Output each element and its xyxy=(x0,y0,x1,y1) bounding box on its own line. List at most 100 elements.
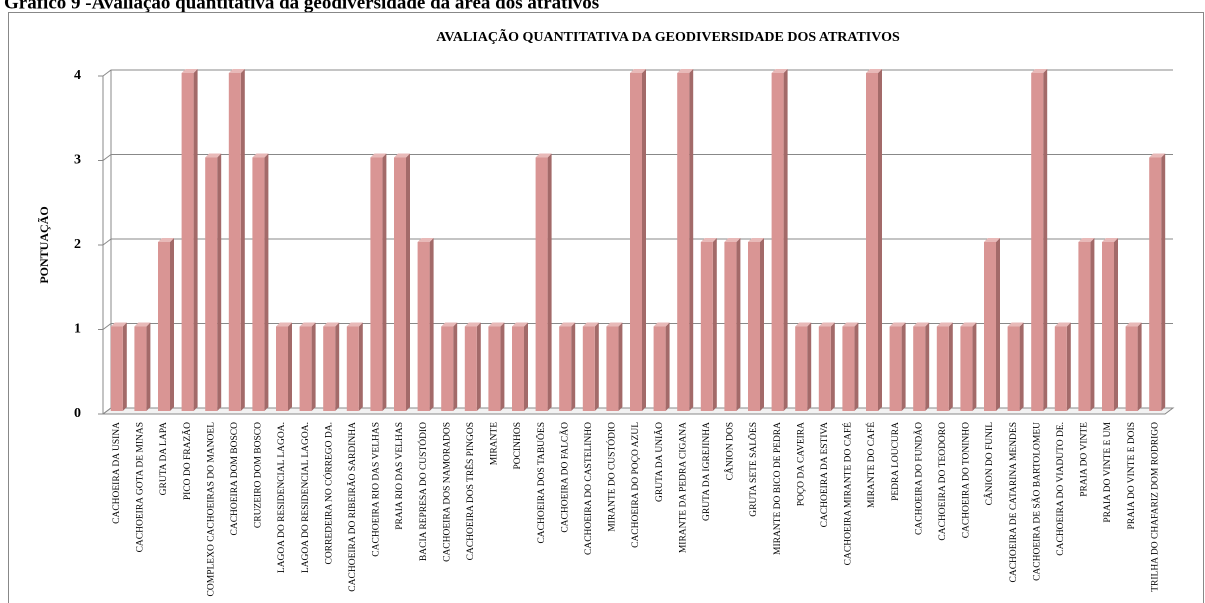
bar-side xyxy=(830,322,835,411)
bar-front xyxy=(889,326,902,411)
bar-front xyxy=(181,73,194,411)
bar-top xyxy=(512,322,528,327)
bar xyxy=(960,322,977,411)
x-tick-label: CACHOEIRA DOS TABUÕES xyxy=(535,422,547,544)
bar-top xyxy=(535,153,552,158)
x-tick-label: MIRANTE DO CUSTÓDIO xyxy=(606,422,618,532)
bar-top xyxy=(252,153,269,158)
x-tick-label: MIRANTE DA PEDRA CIGANA xyxy=(678,422,688,553)
bar-side xyxy=(547,153,552,411)
x-tick-label: COMPLEXO CACHOEIRAS DO MANOEL xyxy=(206,422,216,597)
bar-side xyxy=(972,322,977,411)
bar-side xyxy=(854,322,859,411)
bar-side xyxy=(901,322,906,411)
bar-front xyxy=(1031,73,1044,411)
bar xyxy=(134,322,151,411)
y-axis-label: PONTUAÇÃO xyxy=(37,206,51,283)
bar-top xyxy=(346,322,363,327)
bar xyxy=(158,238,174,411)
bar-front xyxy=(464,326,477,411)
bar-side xyxy=(358,322,363,411)
bar xyxy=(606,322,623,411)
x-tick-label: GRUTA DA LAPA xyxy=(159,422,169,495)
bar-top xyxy=(724,238,741,242)
bar-side xyxy=(453,322,458,411)
x-tick-label: PRAIA DO VINTE E UM xyxy=(1103,421,1113,522)
bar-front xyxy=(582,326,595,411)
x-tick-label: CACHOEIRA DOM BOSCO xyxy=(230,422,240,536)
bar-side xyxy=(524,322,528,411)
bar-top xyxy=(464,322,481,327)
bar-front xyxy=(936,326,949,411)
y-tick-label: 2 xyxy=(74,237,81,252)
bar-side xyxy=(382,153,387,411)
x-tick-label: GRUTA SETE SALÕES xyxy=(747,422,759,517)
x-tick-label: PRAIA RIO DAS VELHAS xyxy=(395,422,405,530)
bar xyxy=(771,69,788,411)
bar-top xyxy=(181,69,198,73)
x-tick-label: PICO DO FRAZÃO xyxy=(181,422,193,500)
bar-top xyxy=(441,322,458,327)
y-tick-label: 3 xyxy=(74,153,81,168)
x-tick-label: PRAIA DO VINTE E DOIS xyxy=(1127,422,1137,530)
x-tick-label: CACHOEIRA DO TONINHO xyxy=(962,422,972,538)
bar-front xyxy=(984,242,996,411)
bar-front xyxy=(559,326,572,411)
x-tick-label: CACHOEIRA DA USINA xyxy=(112,422,122,524)
bar-front xyxy=(866,73,878,411)
bar-side xyxy=(217,153,222,411)
bar-top xyxy=(748,238,764,242)
bar-top xyxy=(394,153,410,158)
bar-top xyxy=(889,322,906,327)
x-tick-label: CACHOEIRA DE CATARINA MENDES xyxy=(1009,422,1019,582)
bar-front xyxy=(677,73,690,411)
bar xyxy=(700,238,717,411)
bar-side xyxy=(996,238,1000,411)
bar-top xyxy=(110,322,127,327)
grid-line xyxy=(102,154,1173,161)
bar-side xyxy=(807,322,812,411)
bar-top xyxy=(700,238,717,242)
bar-side xyxy=(311,322,316,411)
bar-top xyxy=(1054,322,1071,327)
x-tick-label: BACIA REPRESA DO CUSTÓDIO xyxy=(417,422,429,561)
bar-top xyxy=(323,322,340,327)
bar-front xyxy=(842,326,855,411)
bar-side xyxy=(1066,322,1071,411)
x-tick-label: CACHOEIRA DO POÇO AZUL xyxy=(631,422,641,548)
bar-front xyxy=(913,326,926,411)
bar-side xyxy=(500,322,505,411)
bar-front xyxy=(535,157,548,411)
y-tick-label: 0 xyxy=(74,406,81,421)
bar-side xyxy=(618,322,623,411)
bar-front xyxy=(441,326,454,411)
bar xyxy=(818,322,835,411)
bar-front xyxy=(488,326,501,411)
bar-top xyxy=(488,322,505,327)
bar xyxy=(1078,238,1095,411)
x-tick-label: MIRANTE DO CAFÉ xyxy=(865,422,877,508)
bar xyxy=(582,322,599,411)
bar-side xyxy=(429,238,434,411)
bar xyxy=(889,322,906,411)
x-tick-label: CACHOEIRA DOS NAMORADOS xyxy=(442,422,452,562)
bar-side xyxy=(170,238,174,411)
bar-front xyxy=(276,326,288,411)
bar-top xyxy=(559,322,576,327)
page-heading: Gráfico 9 -Avaliação quantitativa da geo… xyxy=(4,0,599,13)
bar xyxy=(535,153,552,411)
bar-top xyxy=(205,153,222,158)
x-tick-label: CACHOEIRA DA ESTIVA xyxy=(820,422,830,528)
bar-top xyxy=(1149,153,1166,158)
bar xyxy=(1149,153,1166,411)
bar-top xyxy=(299,322,316,327)
bar-top xyxy=(630,69,646,73)
bar xyxy=(394,153,410,411)
bar xyxy=(842,322,859,411)
bar xyxy=(1031,69,1048,411)
bar-top xyxy=(276,322,292,327)
bar-side xyxy=(1137,322,1142,411)
x-tick-label: TRILHA DO CHAFARIZ DOM RODRIGO xyxy=(1150,422,1160,592)
bar-front xyxy=(512,326,524,411)
bar-front xyxy=(394,157,406,411)
